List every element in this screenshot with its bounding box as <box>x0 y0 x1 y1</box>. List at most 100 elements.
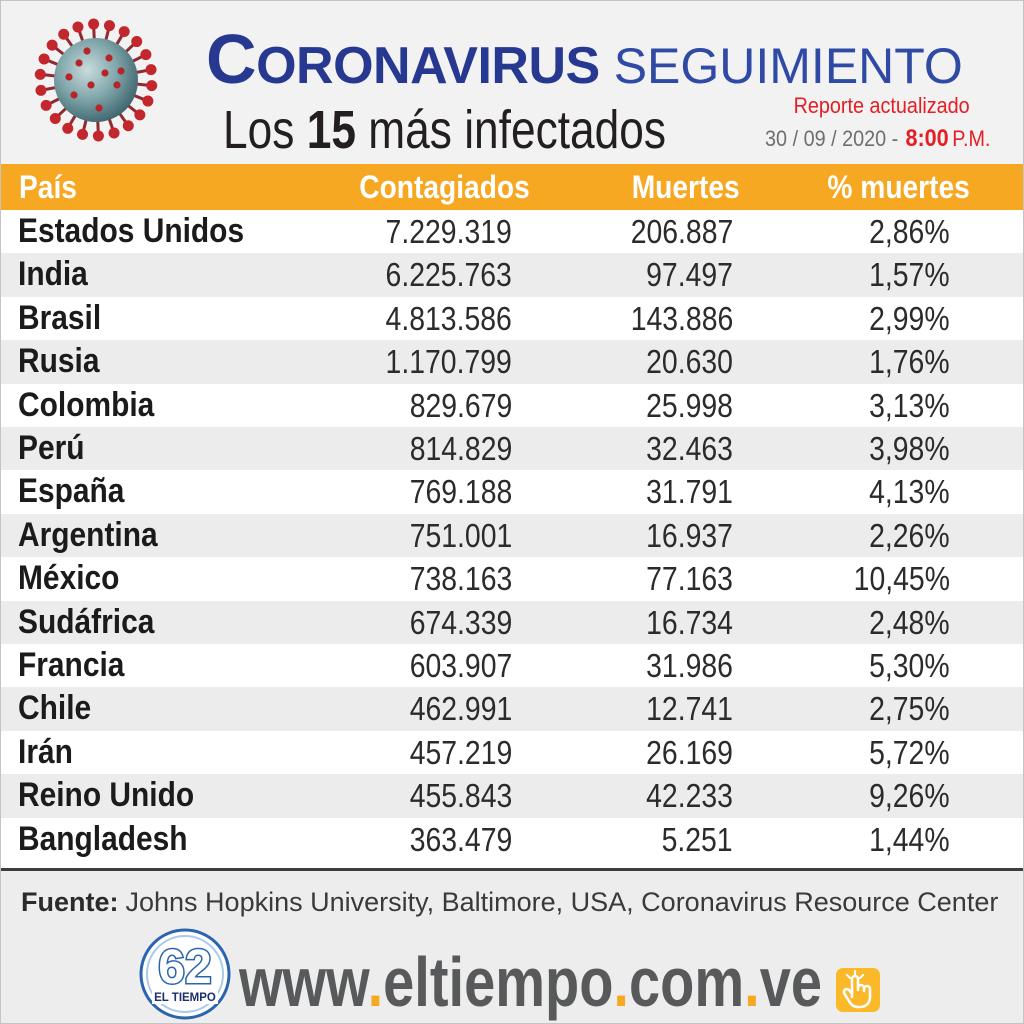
cell-country: Colombia <box>18 385 155 424</box>
cell-infected: 829.679 <box>409 386 512 424</box>
cell-infected: 363.479 <box>409 820 512 858</box>
cell-infected: 603.907 <box>409 647 512 684</box>
virus-icon <box>34 18 158 142</box>
cell-death-rate: 2,75% <box>869 690 950 728</box>
cell-country: Chile <box>18 689 92 728</box>
cell-death-rate: 1,57% <box>869 256 950 294</box>
table-row: Colombia 829.679 25.998 3,13% <box>1 383 1023 427</box>
table-row: Bangladesh 363.479 5.251 1,44% <box>1 817 1023 861</box>
cell-country: Reino Unido <box>18 776 195 815</box>
cell-death-rate: 10,45% <box>853 560 950 598</box>
cell-country: India <box>18 255 88 294</box>
cell-infected: 455.843 <box>409 777 512 815</box>
table-row: Rusia 1.170.799 20.630 1,76% <box>1 340 1023 384</box>
cell-country: Argentina <box>18 515 158 554</box>
title-main: CORONAVIRUS <box>206 20 600 98</box>
table-row: Sudáfrica 674.339 16.734 2,48% <box>1 600 1023 644</box>
website-dot: . <box>367 943 384 1021</box>
cell-deaths: 16.937 <box>646 516 733 554</box>
cell-deaths: 25.998 <box>646 386 733 424</box>
cell-deaths: 97.497 <box>646 256 733 294</box>
source-line: Fuente: Johns Hopkins University, Baltimo… <box>21 884 998 920</box>
cell-country: Francia <box>18 646 125 684</box>
table-row: Reino Unido 455.843 42.233 9,26% <box>1 774 1023 818</box>
cell-deaths: 31.791 <box>646 473 733 511</box>
table-row: Argentina 751.001 16.937 2,26% <box>1 513 1023 558</box>
cell-country: Brasil <box>18 298 102 337</box>
cell-country: Bangladesh <box>18 819 188 858</box>
cell-infected: 7.229.319 <box>385 213 512 250</box>
table-row: Chile 462.991 12.741 2,75% <box>1 687 1023 731</box>
cell-deaths: 26.169 <box>646 733 733 771</box>
cell-death-rate: 3,98% <box>869 430 950 467</box>
page-title: CORONAVIRUS SEGUIMIENTO <box>206 24 963 95</box>
cell-infected: 769.188 <box>409 473 512 511</box>
title-secondary: SEGUIMIENTO <box>613 38 963 94</box>
cell-country: México <box>18 559 120 598</box>
cell-deaths: 206.887 <box>630 213 733 250</box>
table-row: Irán 457.219 26.169 5,72% <box>1 730 1023 775</box>
cell-deaths: 31.986 <box>646 647 733 684</box>
website-dot: . <box>744 943 760 1021</box>
cell-country: Sudáfrica <box>18 602 155 641</box>
cell-death-rate: 9,26% <box>869 777 950 815</box>
table-row: Francia 603.907 31.986 5,30% <box>1 644 1023 688</box>
website-link[interactable]: www.eltiempo.com.ve <box>239 943 822 1021</box>
logo-number: 62 <box>158 941 211 994</box>
cell-infected: 6.225.763 <box>385 256 512 294</box>
table-row: Estados Unidos 7.229.319 206.887 2,86% <box>1 210 1023 254</box>
cell-deaths: 5.251 <box>661 820 733 858</box>
report-label: Reporte actualizado <box>793 93 970 118</box>
cell-infected: 462.991 <box>409 690 512 728</box>
cell-infected: 457.219 <box>409 733 512 771</box>
cell-death-rate: 2,86% <box>869 213 950 250</box>
cell-deaths: 143.886 <box>630 299 733 337</box>
table-row: India 6.225.763 97.497 1,57% <box>1 253 1023 297</box>
column-header-infected: Contagiados <box>359 169 530 205</box>
cell-infected: 738.163 <box>409 560 512 598</box>
table-row: Perú 814.829 32.463 3,98% <box>1 427 1023 471</box>
cell-infected: 751.001 <box>409 516 512 554</box>
cell-death-rate: 5,30% <box>869 647 950 684</box>
cell-infected: 674.339 <box>409 603 512 641</box>
cell-deaths: 42.233 <box>646 777 733 815</box>
cell-death-rate: 5,72% <box>869 733 950 771</box>
subtitle: Los 15 más infectados <box>223 100 666 160</box>
table-bottom-divider <box>1 868 1023 871</box>
table-row: España 769.188 31.791 4,13% <box>1 470 1023 514</box>
table-header: País Contagiados Muertes % muertes <box>1 164 1023 210</box>
cell-death-rate: 2,99% <box>869 299 950 337</box>
cell-infected: 814.829 <box>409 430 512 467</box>
cell-death-rate: 2,48% <box>869 603 950 641</box>
report-time: 8:00 <box>905 125 949 152</box>
subtitle-suffix: más infectados <box>368 100 667 160</box>
cell-death-rate: 1,44% <box>869 820 950 858</box>
cell-country: Estados Unidos <box>18 212 245 250</box>
cell-country: Rusia <box>18 342 100 381</box>
cell-death-rate: 1,76% <box>869 343 950 381</box>
cell-deaths: 32.463 <box>646 430 733 467</box>
hand-pointer-icon <box>836 968 880 1012</box>
cell-deaths: 20.630 <box>646 343 733 381</box>
cell-deaths: 12.741 <box>646 690 733 728</box>
source-label: Fuente: <box>21 887 119 917</box>
column-header-deaths: Muertes <box>632 169 740 205</box>
logo-name: EL TIEMPO <box>154 992 216 1004</box>
report-timestamp: 30 / 09 / 2020 - 8:00 P.M. <box>765 124 990 154</box>
table-row: Brasil 4.813.586 143.886 2,99% <box>1 296 1023 341</box>
cell-country: Irán <box>18 732 73 771</box>
report-period: P.M. <box>951 126 990 151</box>
cell-death-rate: 2,26% <box>869 516 950 554</box>
website-dot: . <box>613 943 629 1021</box>
cell-infected: 4.813.586 <box>385 299 512 337</box>
table-body: Estados Unidos 7.229.319 206.887 2,86% India… <box>1 210 1023 868</box>
cell-infected: 1.170.799 <box>385 343 512 381</box>
cell-country: Perú <box>18 429 85 467</box>
column-header-country: País <box>19 169 77 205</box>
table-row: México 738.163 77.163 10,45% <box>1 557 1023 601</box>
el-tiempo-logo: 62 EL TIEMPO <box>139 928 231 1020</box>
column-header-death-rate: % muertes <box>827 169 970 205</box>
cell-deaths: 77.163 <box>646 560 733 598</box>
cell-death-rate: 4,13% <box>869 473 950 511</box>
